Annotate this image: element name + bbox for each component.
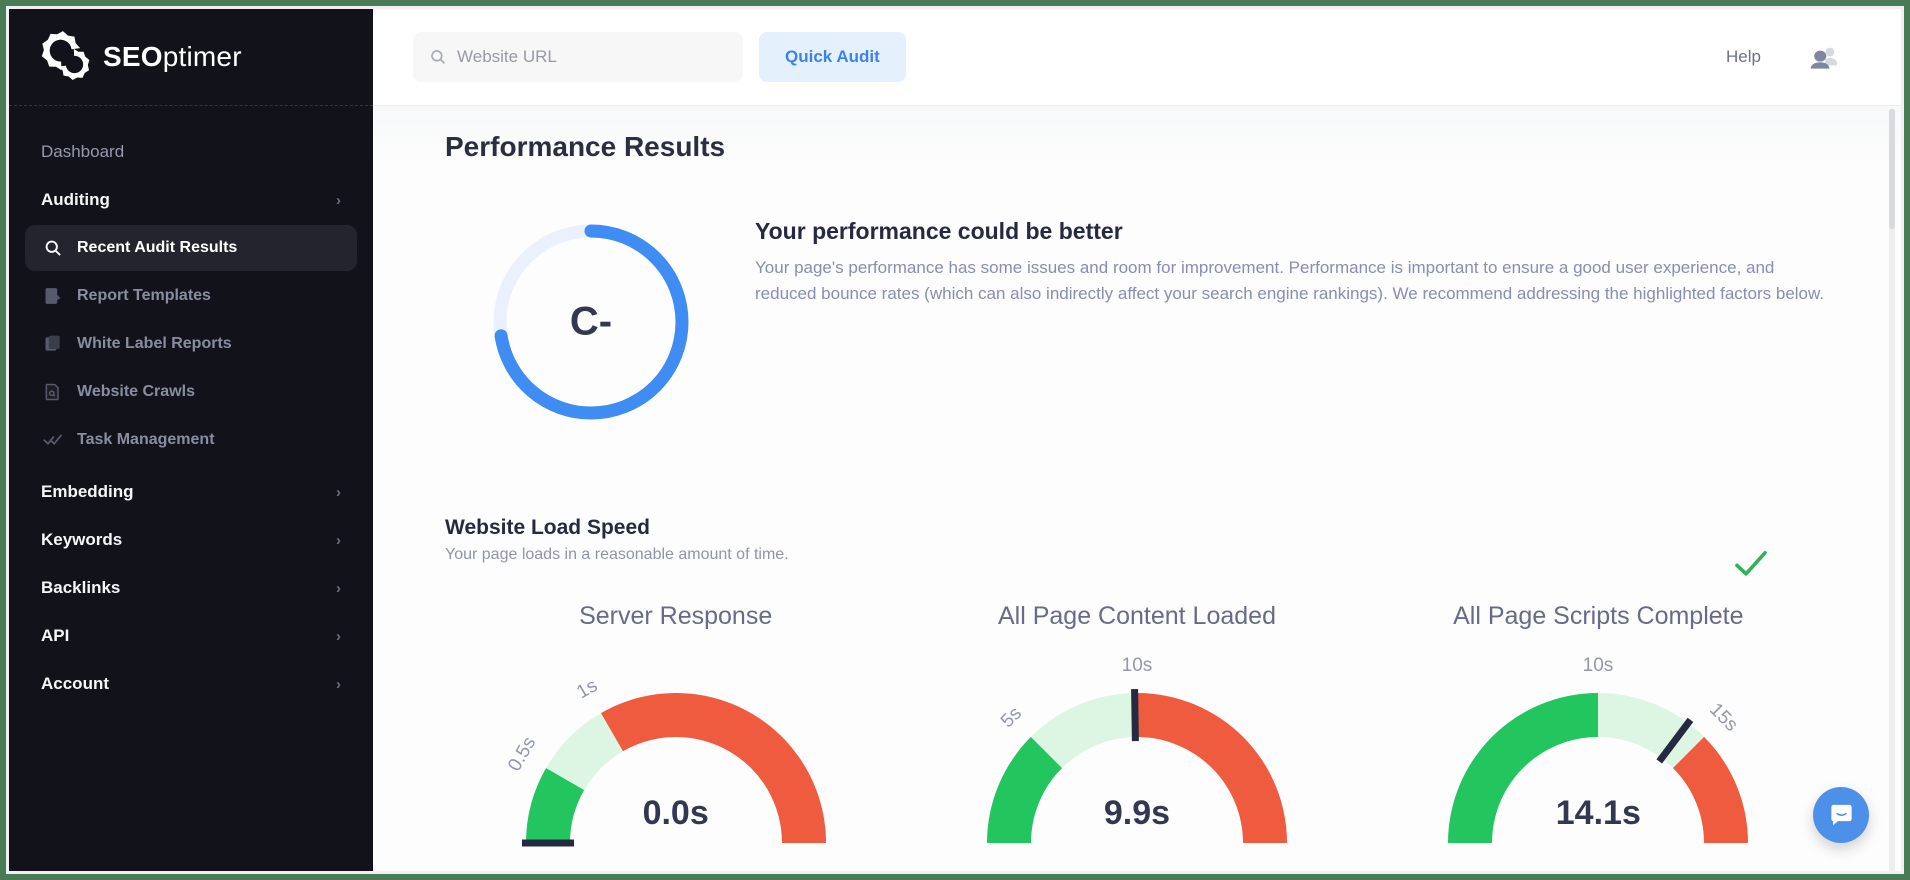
svg-text:10s: 10s (1122, 655, 1153, 676)
svg-text:5s: 5s (997, 703, 1026, 732)
svg-text:0.5s: 0.5s (504, 733, 540, 775)
svg-text:1s: 1s (573, 675, 601, 703)
svg-text:10s: 10s (1583, 655, 1614, 676)
svg-text:15s: 15s (1706, 699, 1743, 736)
